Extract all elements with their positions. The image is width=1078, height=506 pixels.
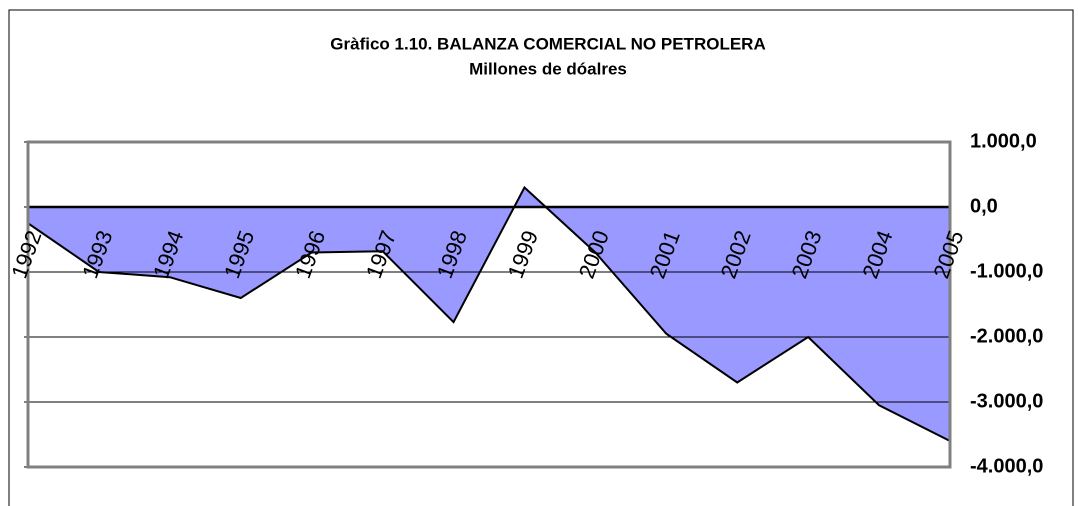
y-tick-label: -1.000,0 (970, 260, 1043, 282)
y-tick-label: 1.000,0 (970, 130, 1037, 152)
y-tick-label: 0,0 (970, 195, 998, 217)
x-tick-label: 1999 (503, 227, 543, 282)
y-tick-label: -2.000,0 (970, 325, 1043, 347)
y-tick-label: -3.000,0 (970, 390, 1043, 412)
y-tick-label: -4.000,0 (970, 455, 1043, 477)
line (27, 185, 951, 442)
chart-subtitle: Millones de dóalres (469, 59, 627, 78)
chart-frame (8, 9, 1074, 506)
x-tick-label: 1992 (6, 227, 46, 282)
area (28, 187, 950, 441)
chart-title: Gràfico 1.10. BALANZA COMERCIAL NO PETRO… (330, 34, 765, 53)
plot-border (26, 140, 952, 469)
